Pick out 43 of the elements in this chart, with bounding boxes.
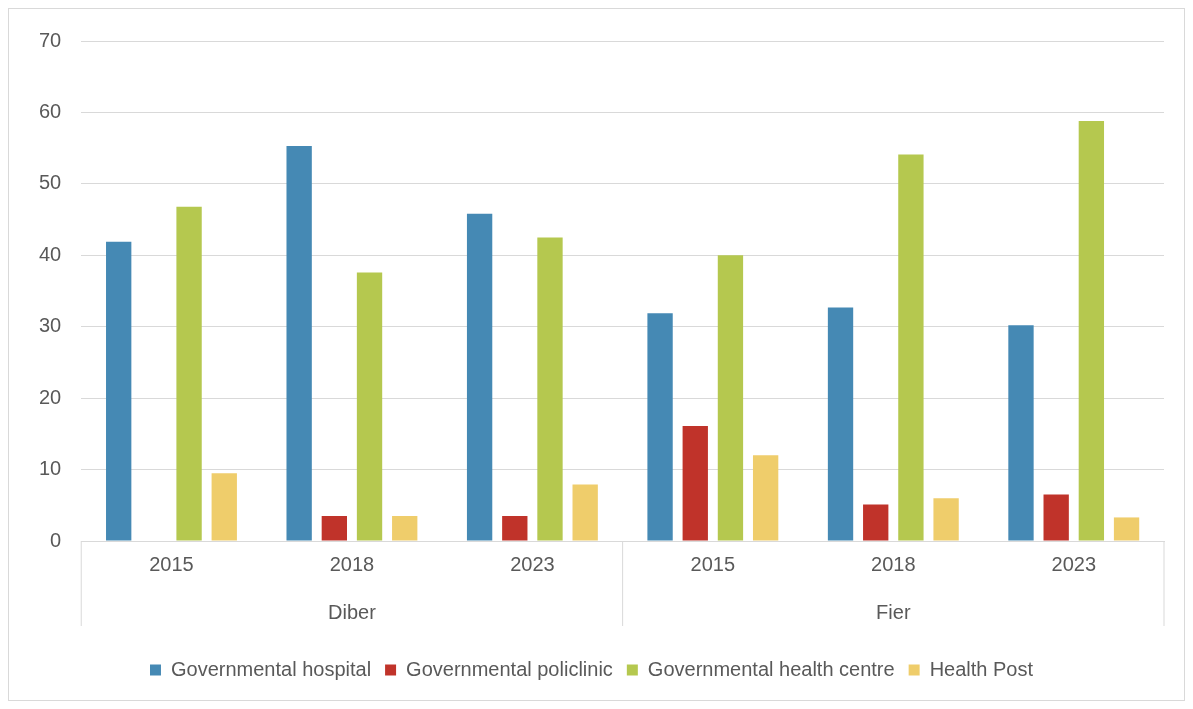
y-tick-label: 70 (39, 28, 62, 51)
bar (898, 154, 924, 541)
bar (752, 455, 779, 541)
bar (827, 307, 854, 541)
bar (1008, 325, 1034, 541)
y-tick-label: 50 (39, 171, 62, 194)
bar (356, 272, 383, 541)
legend-label: Governmental policlinic (406, 657, 613, 680)
bar (1113, 517, 1140, 541)
y-tick-label: 30 (39, 314, 62, 337)
bar (1078, 121, 1105, 541)
bar (717, 255, 744, 541)
x-tick-label: 2018 (329, 552, 375, 575)
bar (466, 213, 493, 541)
bar (933, 498, 959, 541)
bar (106, 241, 132, 541)
y-tick-label: 10 (39, 457, 62, 480)
legend-label: Health Post (929, 657, 1034, 680)
bar (863, 504, 889, 541)
y-tick-label: 60 (39, 99, 62, 122)
x-tick-label: 2023 (1051, 552, 1097, 575)
bar (286, 146, 312, 541)
bar (502, 516, 528, 541)
bar (682, 426, 708, 541)
x-tick-label: 2015 (690, 552, 736, 575)
bar (537, 237, 563, 541)
bar (572, 484, 598, 541)
x-tick-label: 2023 (510, 552, 555, 575)
y-tick-label: 40 (39, 242, 62, 265)
bar (211, 473, 237, 541)
bar (176, 206, 202, 541)
bar (647, 313, 673, 541)
x-tick-label: 2015 (149, 552, 194, 575)
bar (321, 516, 348, 541)
bar (392, 516, 418, 541)
text: Diber (328, 600, 377, 623)
legend-label: Governmental health centre (647, 657, 895, 680)
bar (1043, 494, 1069, 541)
x-tick-label: 2018 (871, 552, 916, 575)
y-tick-label: 0 (50, 528, 62, 551)
y-tick-label: 20 (39, 385, 62, 408)
text: Fier (876, 600, 911, 623)
legend-label: Governmental hospital (170, 657, 372, 680)
